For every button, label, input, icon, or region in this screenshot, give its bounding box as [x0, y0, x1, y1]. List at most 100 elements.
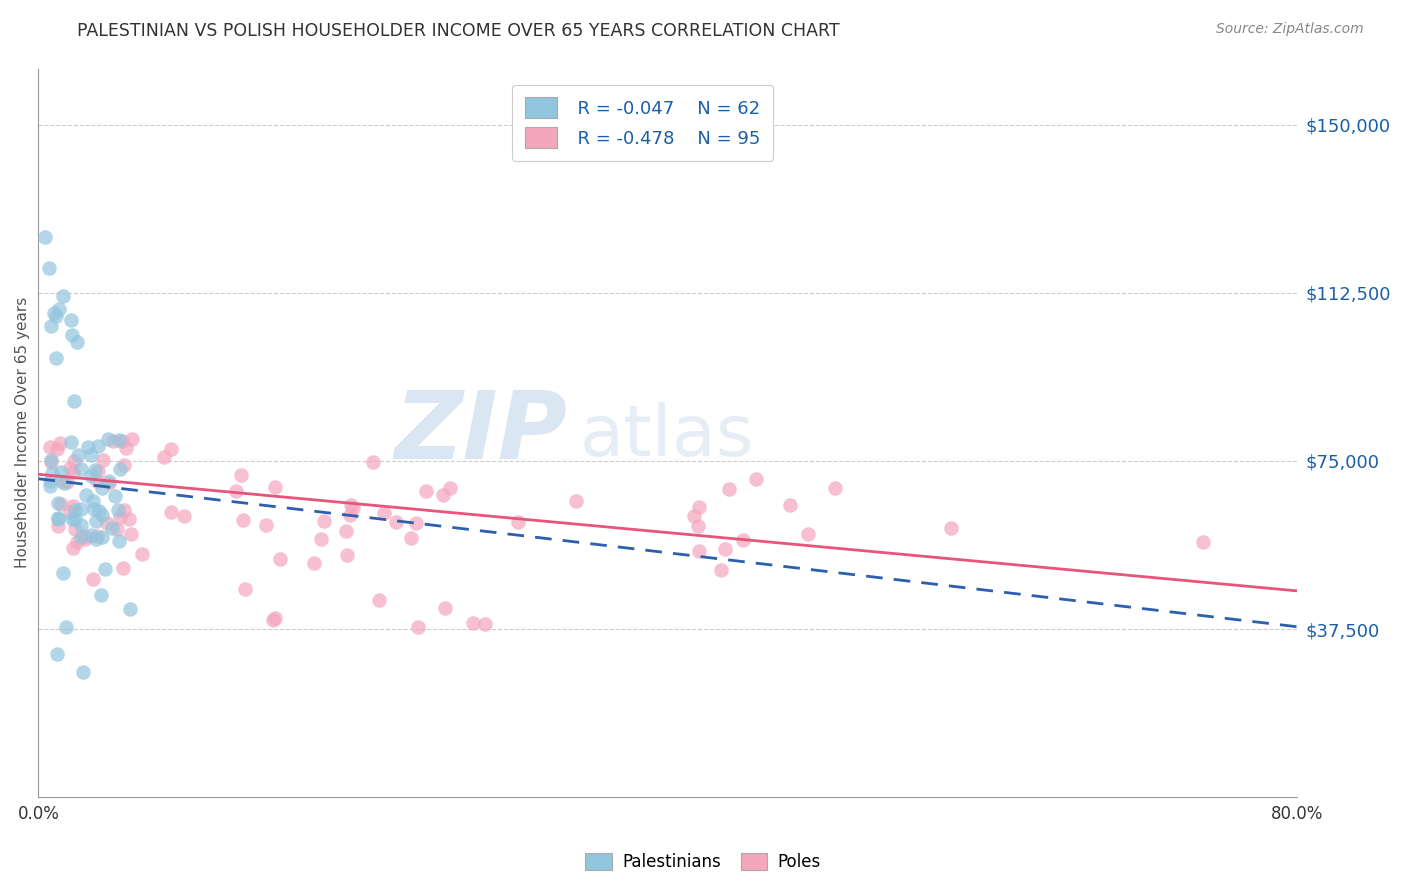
- Point: [46, 512, 69, 526]
- Point: [45, 442, 67, 457]
- Point: [373, 506, 395, 520]
- Point: [264, 611, 287, 625]
- Point: [415, 483, 437, 498]
- Point: [62, 541, 84, 555]
- Point: [51, 474, 73, 488]
- Point: [131, 547, 153, 561]
- Point: [38, 478, 60, 492]
- Point: [65, 511, 87, 525]
- Point: [710, 563, 733, 577]
- Point: [72, 665, 94, 679]
- Point: [48, 301, 70, 316]
- Point: [173, 508, 195, 523]
- Point: [233, 582, 256, 597]
- Point: [309, 532, 332, 546]
- Point: [385, 516, 408, 530]
- Point: [432, 488, 454, 502]
- Point: [86, 529, 108, 543]
- Point: [83, 463, 105, 477]
- Point: [94, 562, 117, 576]
- Point: [107, 502, 129, 516]
- Point: [65, 522, 87, 536]
- Point: [77, 440, 100, 454]
- Point: [688, 543, 710, 558]
- Point: [55, 620, 77, 634]
- Point: [90, 530, 112, 544]
- Point: [96, 516, 118, 530]
- Point: [45, 351, 67, 365]
- Point: [108, 433, 131, 447]
- Point: [232, 513, 254, 527]
- Point: [39, 455, 62, 469]
- Point: [342, 500, 364, 515]
- Point: [60, 434, 83, 449]
- Point: [108, 510, 131, 524]
- Point: [41, 319, 63, 334]
- Point: [75, 488, 97, 502]
- Point: [60, 511, 83, 525]
- Point: [100, 521, 122, 535]
- Text: PALESTINIAN VS POLISH HOUSEHOLDER INCOME OVER 65 YEARS CORRELATION CHART: PALESTINIAN VS POLISH HOUSEHOLDER INCOME…: [77, 22, 839, 40]
- Point: [714, 542, 737, 557]
- Point: [97, 475, 120, 490]
- Point: [52, 289, 75, 303]
- Point: [90, 481, 112, 495]
- Point: [463, 616, 485, 631]
- Text: Source: ZipAtlas.com: Source: ZipAtlas.com: [1216, 22, 1364, 37]
- Point: [115, 442, 138, 456]
- Point: [79, 469, 101, 483]
- Point: [42, 306, 65, 320]
- Point: [63, 453, 86, 467]
- Point: [103, 434, 125, 448]
- Point: [314, 514, 336, 528]
- Point: [63, 393, 86, 408]
- Point: [335, 524, 357, 538]
- Point: [41, 467, 63, 481]
- Point: [717, 482, 740, 496]
- Point: [159, 505, 181, 519]
- Point: [302, 556, 325, 570]
- Point: [73, 533, 96, 547]
- Point: [121, 432, 143, 446]
- Point: [824, 482, 846, 496]
- Point: [90, 508, 112, 522]
- Point: [62, 499, 84, 513]
- Point: [686, 519, 709, 533]
- Point: [63, 503, 86, 517]
- Point: [160, 442, 183, 457]
- Point: [120, 602, 142, 616]
- Point: [152, 450, 174, 464]
- Point: [45, 647, 67, 661]
- Point: [86, 474, 108, 488]
- Point: [120, 527, 142, 541]
- Point: [406, 619, 429, 633]
- Point: [439, 482, 461, 496]
- Point: [39, 452, 62, 467]
- Point: [474, 617, 496, 632]
- Point: [111, 434, 134, 448]
- Point: [508, 515, 530, 529]
- Point: [254, 517, 277, 532]
- Point: [231, 468, 253, 483]
- Point: [367, 593, 389, 607]
- Point: [80, 448, 103, 462]
- Point: [89, 503, 111, 517]
- Point: [82, 493, 104, 508]
- Point: [91, 453, 114, 467]
- Point: [112, 458, 135, 473]
- Point: [80, 528, 103, 542]
- Point: [269, 552, 291, 566]
- Point: [59, 505, 82, 519]
- Point: [66, 448, 89, 462]
- Point: [56, 475, 79, 490]
- Legend:   R = -0.047    N = 62,   R = -0.478    N = 95: R = -0.047 N = 62, R = -0.478 N = 95: [512, 85, 773, 161]
- Point: [264, 480, 287, 494]
- Point: [46, 496, 69, 510]
- Point: [82, 572, 104, 586]
- Point: [399, 531, 422, 545]
- Point: [75, 529, 97, 543]
- Point: [90, 588, 112, 602]
- Point: [46, 519, 69, 533]
- Point: [39, 474, 62, 488]
- Point: [84, 514, 107, 528]
